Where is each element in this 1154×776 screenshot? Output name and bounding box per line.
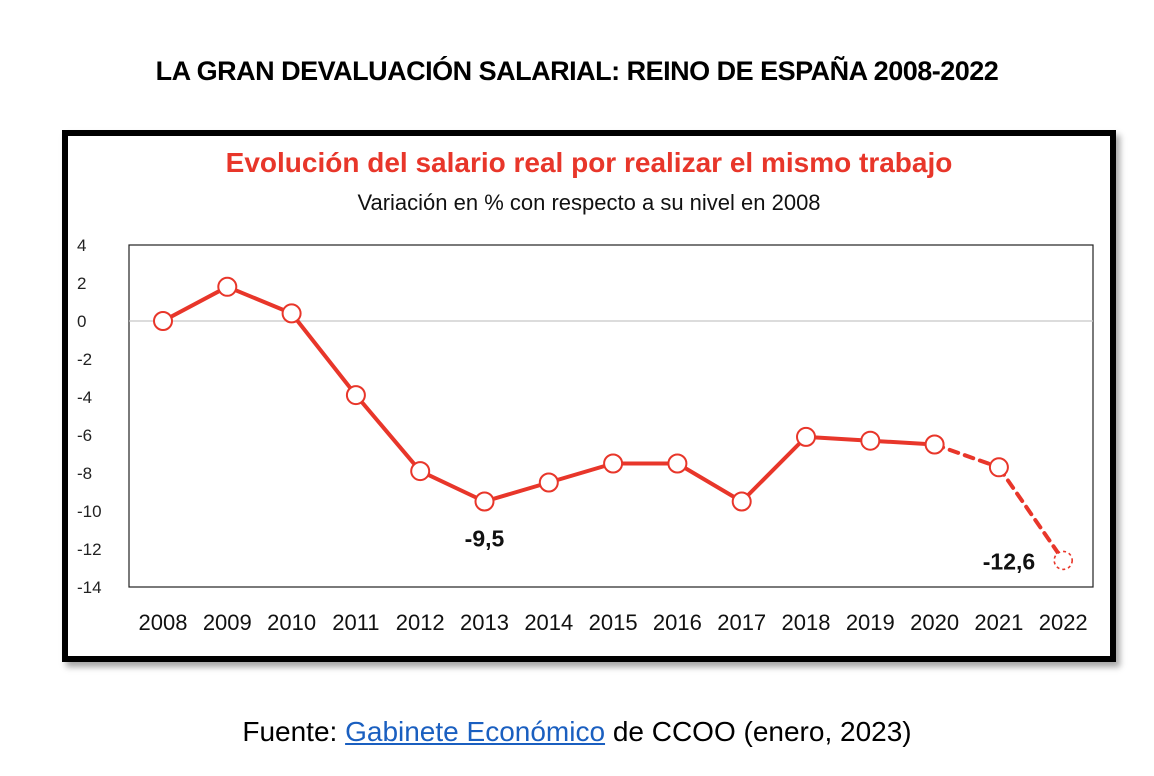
y-tick-label: 4	[77, 236, 86, 255]
chart-title: Evolución del salario real por realizar …	[226, 147, 953, 178]
source-line: Fuente: Gabinete Económico de CCOO (ener…	[0, 716, 1154, 748]
data-point	[217, 276, 238, 297]
data-point	[860, 430, 881, 451]
data-point	[345, 385, 366, 406]
series-segment	[546, 461, 616, 485]
series-segment	[675, 461, 744, 504]
x-tick-label: 2011	[332, 610, 379, 635]
series-segment	[225, 284, 294, 316]
series-segment	[161, 284, 230, 323]
chart-frame: Evolución del salario real por realizar …	[62, 130, 1116, 662]
y-tick-label: -2	[77, 350, 92, 369]
source-link[interactable]: Gabinete Económico	[345, 716, 606, 747]
x-tick-label: 2017	[717, 610, 766, 635]
x-tick-label: 2010	[267, 610, 316, 635]
x-tick-label: 2019	[846, 610, 895, 635]
series-segment	[739, 434, 808, 504]
series-segment-estimated	[996, 465, 1066, 563]
data-point	[796, 426, 816, 447]
x-tick-label: 2008	[139, 610, 188, 635]
x-tick-label: 2012	[396, 610, 445, 635]
y-tick-label: -4	[77, 388, 92, 407]
series-segment	[353, 393, 423, 474]
data-point	[410, 461, 431, 482]
series-segment	[482, 480, 551, 504]
series-segment	[289, 311, 358, 398]
data-point	[924, 434, 945, 455]
data-point	[667, 453, 688, 474]
x-tick-label: 2014	[524, 610, 573, 635]
y-tick-label: -8	[77, 464, 92, 483]
data-point	[538, 472, 559, 493]
x-tick-label: 2022	[1039, 610, 1088, 635]
data-label: -12,6	[983, 548, 1035, 574]
data-point	[1053, 550, 1074, 571]
series-segment	[804, 434, 873, 443]
page-headline: LA GRAN DEVALUACIÓN SALARIAL: REINO DE E…	[155, 56, 999, 86]
y-tick-label: -14	[77, 578, 102, 597]
series-segment-estimated	[932, 442, 1001, 470]
data-point	[603, 453, 624, 474]
series-segment	[418, 469, 487, 504]
x-tick-label: 2016	[653, 610, 702, 635]
y-tick-label: 2	[77, 274, 86, 293]
data-point	[731, 491, 752, 512]
x-tick-label: 2015	[589, 610, 638, 635]
data-point	[474, 491, 495, 512]
y-tick-label: 0	[77, 312, 86, 331]
y-tick-label: -10	[77, 502, 102, 521]
data-point	[988, 457, 1009, 478]
y-tick-label: -12	[77, 540, 102, 559]
x-tick-label: 2009	[203, 610, 252, 635]
data-label: -9,5	[465, 526, 505, 552]
x-tick-label: 2013	[460, 610, 509, 635]
data-point	[153, 311, 173, 331]
chart-subtitle: Variación en % con respecto a su nivel e…	[357, 190, 820, 215]
source-suffix: de CCOO (enero, 2023)	[612, 716, 912, 747]
series-segment	[868, 438, 937, 447]
plot-area-border	[128, 244, 1094, 588]
line-chart: Evolución del salario real por realizar …	[77, 147, 1094, 635]
data-point	[281, 303, 302, 324]
x-tick-label: 2021	[974, 610, 1023, 635]
x-tick-label: 2020	[910, 610, 959, 635]
y-tick-label: -6	[77, 426, 92, 445]
x-tick-label: 2018	[782, 610, 831, 635]
source-prefix: Fuente:	[242, 716, 338, 747]
